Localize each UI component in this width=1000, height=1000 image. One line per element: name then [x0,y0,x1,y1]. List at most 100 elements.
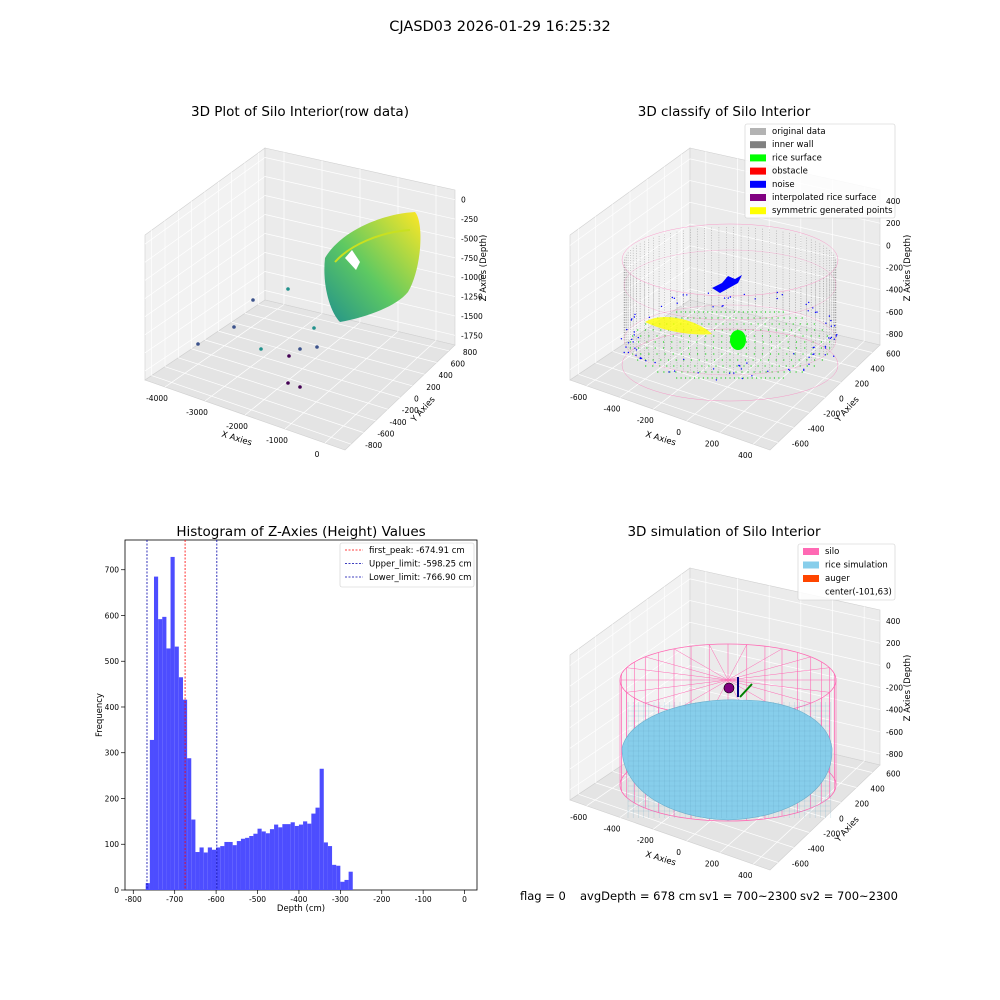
histogram-bar [178,677,183,890]
z-tick-label: -250 [461,215,478,224]
histogram-x-tick-label: -800 [125,895,142,904]
simulation-legend-label: auger [825,574,850,584]
histogram-bar [307,823,312,890]
panel-raw-3d: 3D Plot of Silo Interior(row data) -4000… [144,104,489,459]
y-tick-label: 0 [839,815,844,824]
y-tick-label: 0 [839,395,844,404]
histogram-bar [187,758,192,890]
classify-legend-label: symmetric generated points [772,206,893,216]
histogram-legend-label: Upper_limit: -598.25 cm [369,560,472,570]
classify-legend-label: inner wall [772,140,813,150]
histogram-ylabel: Frequency [95,693,105,737]
histogram-xlabel: Depth (cm) [277,904,325,914]
z-tick-label: -500 [461,234,478,243]
z-tick-label: -800 [886,750,903,759]
raw-outlier-point [298,385,302,389]
x-tick-label: 200 [705,860,720,869]
raw-outlier-point [315,345,319,349]
z-tick-label: 400 [886,617,901,626]
panel-simulation-3d: 3D simulation of Silo Interior silo rice … [569,524,913,880]
x-tick-label: 0 [676,848,681,857]
histogram-bar [348,871,353,890]
histogram-x-tick-label: -700 [166,895,183,904]
simulation-legend-label: rice simulation [825,561,888,571]
classify-legend-label: noise [772,180,795,190]
z-tick-label: -1500 [461,312,483,321]
classify-legend-swatch [750,154,766,162]
y-tick-label: 600 [886,770,901,779]
histogram-bar [203,852,208,890]
classify-legend: original data inner wall rice surface obsta… [744,123,896,219]
z-tick-label: -200 [886,684,903,693]
histogram-bar [294,825,299,890]
raw-outlier-point [251,298,255,302]
histogram-y-tick-label: 500 [105,657,120,666]
status-sv1: sv1 = 700~2300 [699,889,797,903]
z-tick-label: 200 [886,219,901,228]
histogram-y-tick-label: 200 [105,794,120,803]
classify-legend-swatch [750,180,766,188]
y-tick-label: -200 [402,406,419,415]
x-tick-label: -2000 [226,422,248,431]
panel-histogram: Histogram of Z-Axies (Height) Values -80… [95,524,478,914]
simulation-legend-label: center(-101,63) [825,588,892,598]
histogram-bar [303,821,308,890]
histogram-bar [336,865,341,890]
histogram-legend-label: Lower_limit: -766.90 cm [369,573,471,583]
z-tick-label: 0 [886,241,891,250]
histogram-bar [315,807,320,890]
raw-outlier-point [232,325,236,329]
classify-legend-swatch [750,167,766,175]
x-tick-label: 0 [315,450,320,459]
classify-legend-label: rice surface [772,153,822,163]
classify-legend-swatch [750,141,766,149]
raw-axes-box [144,147,456,451]
raw-point-cloud [196,212,421,389]
panel-raw-title: 3D Plot of Silo Interior(row data) [191,104,409,120]
classify-point-cloud [620,223,839,402]
histogram-bar [286,824,291,890]
histogram-bar [323,842,328,890]
classify-legend-swatch [750,207,766,215]
simulation-scene [619,643,837,822]
classify-legend-label: interpolated rice surface [772,193,877,203]
histogram-x-tick-label: -400 [290,895,307,904]
histogram-bar [282,824,287,890]
histogram-bar [158,619,163,890]
simulation-zlabel: Z Axies (Depth) [903,655,913,722]
z-tick-label: -400 [886,286,903,295]
x-tick-label: 200 [705,440,720,449]
histogram-legend-label: first_peak: -674.91 cm [369,546,465,556]
simulation-xlabel: X Axies [644,850,677,869]
histogram-bar [195,852,200,890]
simulation-legend-swatch [803,561,819,569]
histogram-bar [170,556,175,890]
z-tick-label: 0 [461,196,466,205]
y-tick-label: 400 [870,365,885,374]
histogram-bar [236,841,241,890]
x-tick-label: -3000 [186,408,208,417]
histogram-bar [174,646,179,890]
classify-legend-swatch [750,128,766,135]
histogram-bar [220,846,225,890]
raw-outlier-point [259,347,263,351]
histogram-bar [278,827,283,890]
z-tick-label: 0 [886,661,891,670]
histogram-bar [199,847,204,890]
histogram-y-tick-label: 100 [105,840,120,849]
histogram-x-tick-label: -100 [415,895,432,904]
x-tick-label: -400 [603,405,620,414]
z-tick-label: -800 [886,330,903,339]
simulation-title: 3D simulation of Silo Interior [627,524,821,540]
histogram-x-tick-label: -200 [373,895,390,904]
classify-legend-label: original data [772,127,826,137]
classify-legend-label: obstacle [772,167,808,177]
histogram-bar [216,847,221,890]
y-tick-label: -200 [823,410,840,419]
x-tick-label: -200 [637,416,654,425]
histogram-bar [245,837,250,890]
x-tick-label: 0 [676,428,681,437]
y-tick-label: 200 [855,800,870,809]
z-tick-label: -1250 [461,293,483,302]
